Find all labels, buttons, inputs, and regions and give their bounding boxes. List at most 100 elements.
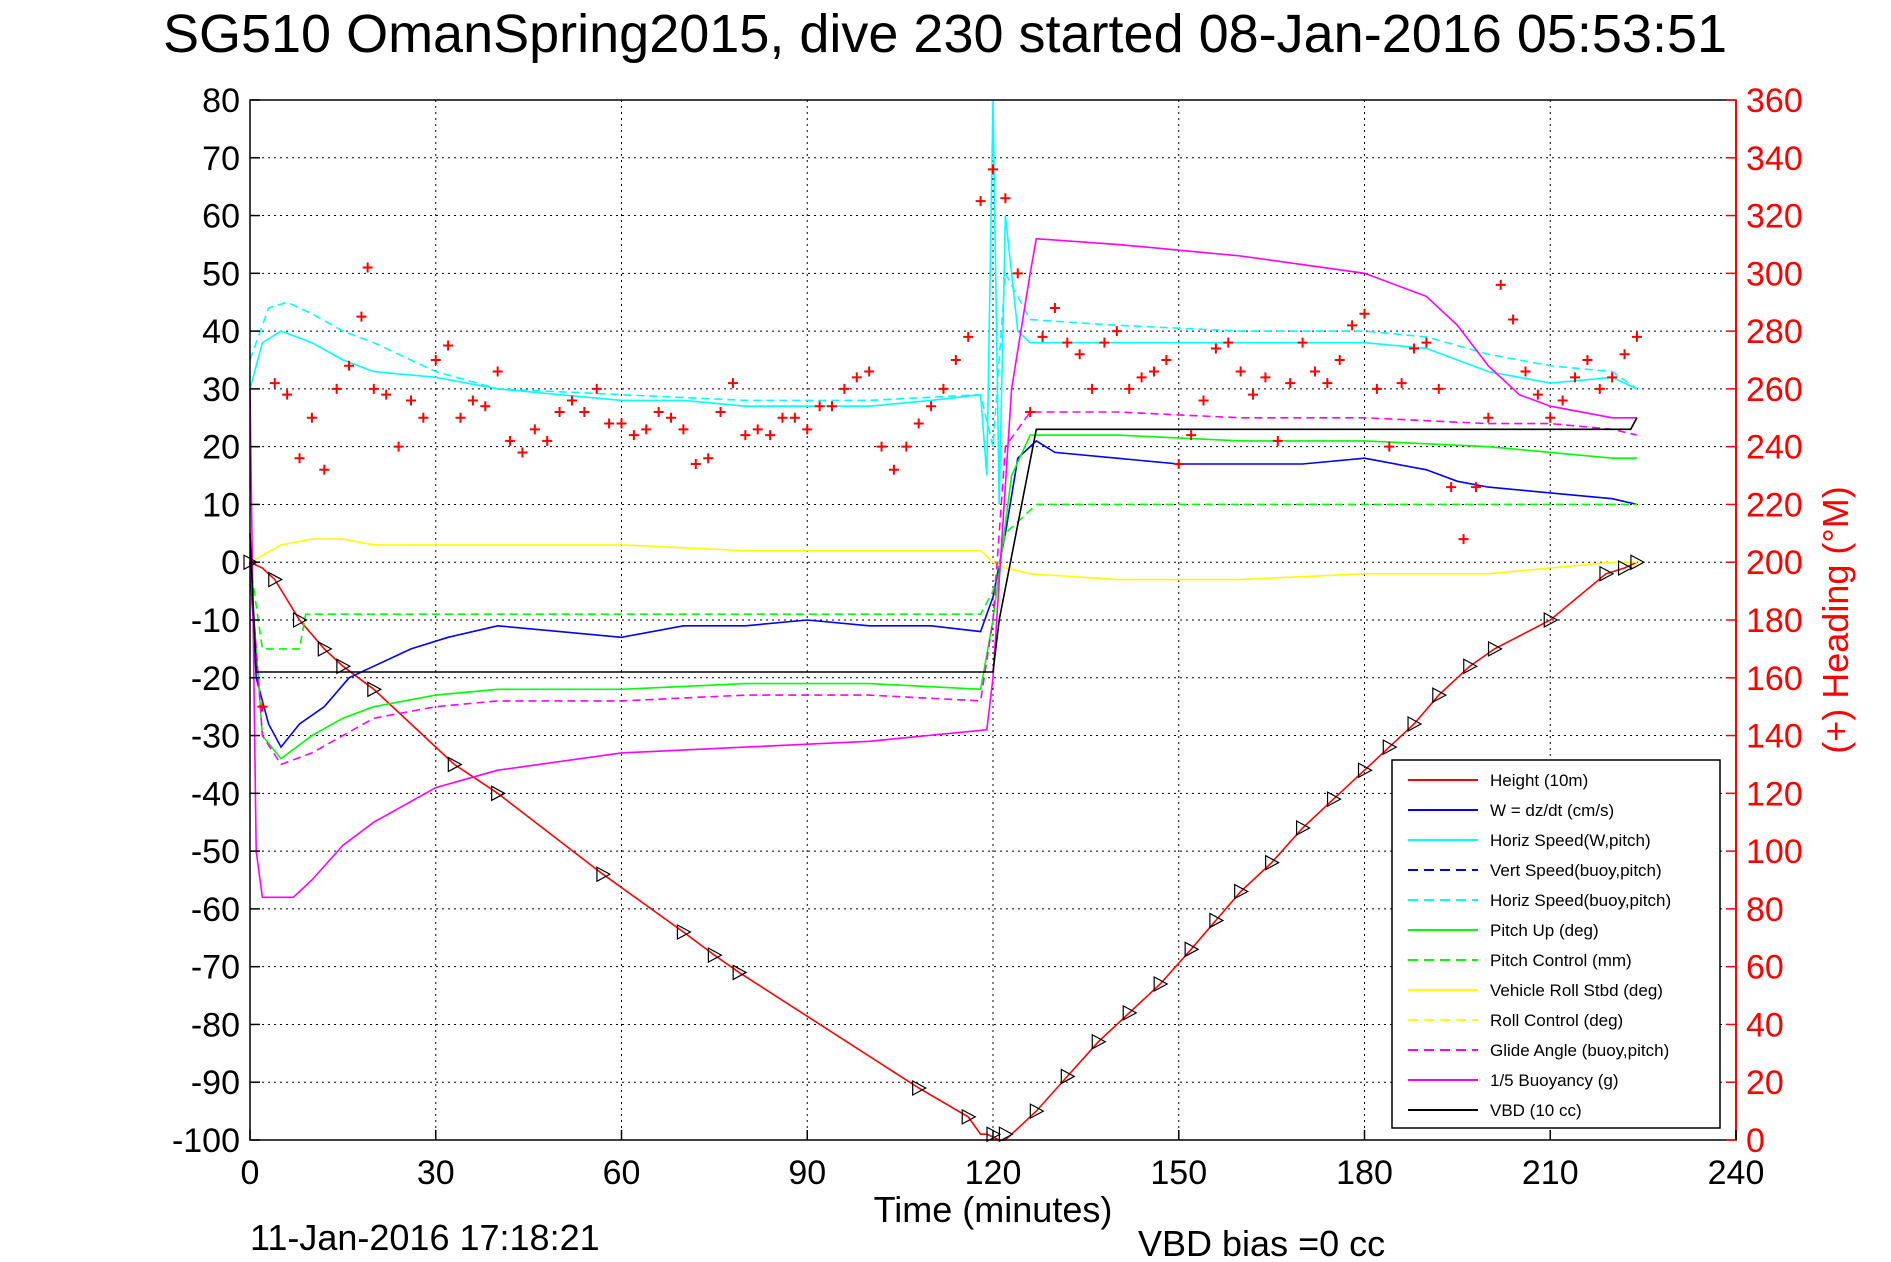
right-axis-label: (+) Heading (°M)	[1815, 486, 1856, 753]
height-marker	[1029, 1103, 1045, 1120]
heading-point	[467, 395, 478, 406]
height-marker	[1543, 611, 1559, 629]
y-tick-label: 60	[202, 198, 240, 236]
y-tick-label: -20	[191, 660, 240, 698]
heading-point	[666, 412, 677, 423]
heading-point	[294, 453, 305, 464]
y-right-tick-label: 280	[1746, 313, 1803, 351]
heading-point	[1074, 349, 1085, 360]
heading-point	[1396, 378, 1407, 389]
y-right-tick-label: 80	[1746, 891, 1784, 929]
heading-point	[1285, 378, 1296, 389]
y-right-tick-label: 20	[1746, 1064, 1784, 1102]
x-axis-label: Time (minutes)	[874, 1189, 1113, 1230]
height-marker	[1382, 739, 1398, 756]
series-line-pitch_up	[249, 434, 1637, 760]
legend-label: Vert Speed(buoy,pitch)	[1490, 861, 1662, 880]
heading-point	[529, 424, 540, 435]
series-line-vbd	[249, 417, 1638, 673]
heading-point	[1619, 349, 1630, 360]
heading-point	[1087, 383, 1098, 394]
heading-point	[1409, 343, 1420, 354]
y-tick-label: -80	[191, 1006, 240, 1044]
height-marker	[1265, 854, 1280, 871]
heading-point	[1297, 337, 1308, 348]
heading-point	[542, 435, 553, 446]
y-right-tick-label: 220	[1746, 486, 1803, 524]
heading-point	[1260, 372, 1271, 383]
footer-vbd-bias: VBD bias =0 cc	[1138, 1223, 1385, 1262]
heading-point	[1111, 326, 1122, 337]
y-right-tick-label: 160	[1746, 660, 1803, 698]
heading-point	[1359, 308, 1370, 319]
heading-point	[1594, 383, 1605, 394]
heading-point	[727, 378, 738, 389]
series-line-buoyancy	[249, 237, 1637, 899]
heading-point	[1037, 331, 1048, 342]
height-marker	[1463, 658, 1479, 675]
height-marker	[1234, 883, 1249, 900]
heading-point	[851, 372, 862, 383]
heading-point	[1272, 435, 1283, 446]
x-axis-ticks: 0 30 60 90 120 150 180 210 240	[241, 1130, 1764, 1192]
heading-point	[975, 196, 986, 207]
heading-point	[492, 366, 503, 377]
x-tick-label: 120	[965, 1154, 1022, 1192]
height-marker	[961, 1108, 977, 1125]
heading-point	[1223, 337, 1234, 348]
legend: Height (10m) W = dz/dt (cm/s) Horiz Speed(…	[1391, 759, 1721, 1129]
heading-point	[641, 424, 652, 435]
heading-point	[628, 430, 639, 441]
y-tick-label: -10	[191, 602, 240, 640]
heading-point	[653, 407, 664, 417]
y-tick-label: 20	[202, 429, 240, 467]
height-marker	[707, 947, 723, 964]
y-tick-label: 40	[202, 313, 240, 351]
y-tick-label: -100	[172, 1122, 240, 1160]
height-marker	[1184, 941, 1200, 958]
height-marker	[491, 785, 506, 802]
legend-label: Height (10m)	[1490, 771, 1588, 790]
height-marker	[1487, 640, 1503, 657]
legend-label: Roll Control (deg)	[1490, 1011, 1623, 1030]
heading-point	[257, 701, 268, 712]
heading-point	[1186, 430, 1197, 441]
heading-point	[789, 412, 800, 423]
y-right-tick-label: 320	[1746, 198, 1803, 236]
heading-point	[1322, 378, 1333, 389]
heading-point	[752, 424, 763, 435]
heading-point	[1470, 482, 1481, 493]
chart-title: SG510 OmanSpring2015, dive 230 started 0…	[163, 4, 1727, 64]
legend-label: 1/5 Buoyancy (g)	[1490, 1071, 1619, 1090]
y-right-tick-label: 240	[1746, 429, 1803, 467]
series-line-roll	[249, 538, 1637, 581]
heading-point	[1309, 366, 1320, 377]
height-marker	[1407, 715, 1423, 733]
heading-point	[950, 355, 961, 365]
heading-point	[1334, 355, 1345, 365]
heading-point	[1347, 320, 1358, 331]
height-marker	[1209, 912, 1225, 929]
heading-point	[405, 395, 416, 406]
x-tick-label: 180	[1336, 1154, 1393, 1192]
heading-point	[269, 378, 280, 389]
height-marker	[367, 681, 383, 698]
y-tick-label: -90	[191, 1064, 240, 1102]
y-right-tick-label: 120	[1746, 775, 1803, 813]
x-tick-label: 210	[1522, 1154, 1579, 1192]
y-tick-label: -30	[191, 718, 240, 756]
legend-label: Horiz Speed(buoy,pitch)	[1490, 891, 1671, 910]
height-marker	[317, 640, 333, 657]
heading-point	[777, 412, 788, 423]
height-marker	[912, 1079, 927, 1097]
heading-point	[703, 453, 714, 464]
heading-point	[1124, 383, 1135, 394]
legend-label: VBD (10 cc)	[1490, 1101, 1582, 1120]
y-right-tick-label: 60	[1746, 949, 1784, 987]
legend-box	[1391, 759, 1721, 1129]
x-tick-label: 150	[1150, 1154, 1207, 1192]
heading-point	[1446, 482, 1457, 493]
heading-point	[1025, 407, 1036, 417]
y-right-tick-label: 140	[1746, 718, 1803, 756]
